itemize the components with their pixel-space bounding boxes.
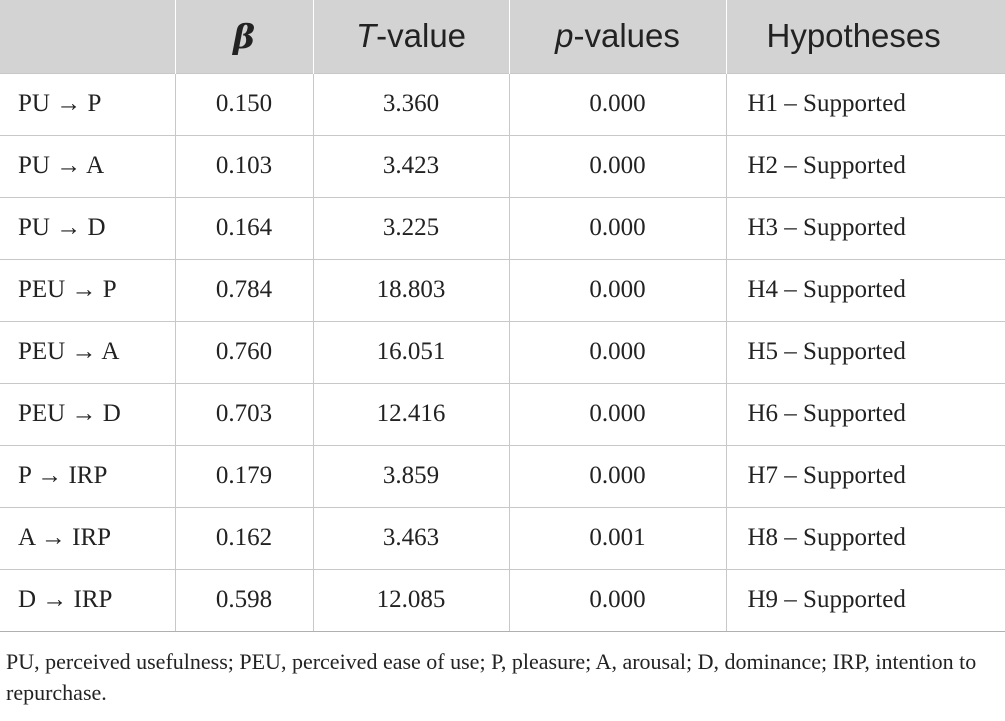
table-row: PU → P 0.150 3.360 0.000 H1 – Supported	[0, 72, 1005, 136]
cell-hypothesis: H3 – Supported	[725, 196, 1005, 260]
table-row: PEU → D 0.703 12.416 0.000 H6 – Supporte…	[0, 382, 1005, 446]
cell-p-value: 0.000	[508, 134, 727, 198]
table-row: P → IRP 0.179 3.859 0.000 H7 – Supported	[0, 444, 1005, 508]
table-row: PEU → A 0.760 16.051 0.000 H5 – Supporte…	[0, 320, 1005, 384]
cell-hypothesis: H7 – Supported	[725, 444, 1005, 508]
cell-t-value: 12.416	[312, 382, 510, 446]
cell-t-value: 3.423	[312, 134, 510, 198]
cell-p-value: 0.000	[508, 382, 727, 446]
cell-path: PU → D	[0, 196, 176, 260]
cell-beta: 0.598	[174, 568, 314, 632]
table-row: PU → D 0.164 3.225 0.000 H3 – Supported	[0, 196, 1005, 260]
table-row: PU → A 0.103 3.423 0.000 H2 – Supported	[0, 134, 1005, 198]
header-p-values-italic: p	[555, 17, 574, 55]
cell-t-value: 3.360	[312, 72, 510, 136]
cell-path: A → IRP	[0, 506, 176, 570]
cell-path: P → IRP	[0, 444, 176, 508]
header-p-values: p-values	[508, 0, 726, 73]
cell-beta: 0.162	[174, 506, 314, 570]
table-header: β T-value p-values Hypotheses	[0, 0, 1005, 73]
cell-path: PEU → P	[0, 258, 176, 322]
cell-hypothesis: H8 – Supported	[725, 506, 1005, 570]
header-beta-label: β	[233, 16, 255, 56]
cell-path: PU → A	[0, 134, 176, 198]
cell-beta: 0.103	[174, 134, 314, 198]
header-row: β T-value p-values Hypotheses	[0, 0, 1005, 73]
table-row: PEU → P 0.784 18.803 0.000 H4 – Supporte…	[0, 258, 1005, 322]
cell-path: PEU → D	[0, 382, 176, 446]
table-body: PU → P 0.150 3.360 0.000 H1 – Supported …	[0, 72, 1005, 632]
cell-p-value: 0.000	[508, 258, 727, 322]
cell-t-value: 3.225	[312, 196, 510, 260]
cell-hypothesis: H9 – Supported	[725, 568, 1005, 632]
cell-t-value: 18.803	[312, 258, 510, 322]
header-t-value-italic: T	[355, 17, 377, 55]
cell-p-value: 0.001	[508, 506, 727, 570]
cell-path: PEU → A	[0, 320, 176, 384]
table-footnote: PU, perceived usefulness; PEU, perceived…	[6, 649, 977, 705]
header-hypotheses: Hypotheses	[725, 0, 1005, 73]
cell-beta: 0.150	[174, 72, 314, 136]
table-row: D → IRP 0.598 12.085 0.000 H9 – Supporte…	[0, 568, 1005, 632]
cell-t-value: 3.463	[312, 506, 510, 570]
cell-beta: 0.703	[174, 382, 314, 446]
header-path	[0, 0, 175, 73]
cell-beta: 0.164	[174, 196, 314, 260]
cell-t-value: 3.859	[312, 444, 510, 508]
results-table: β T-value p-values Hypotheses PU → P 0.1…	[0, 0, 1005, 632]
cell-t-value: 16.051	[312, 320, 510, 384]
cell-beta: 0.760	[174, 320, 314, 384]
cell-hypothesis: H5 – Supported	[725, 320, 1005, 384]
cell-path: D → IRP	[0, 568, 176, 632]
cell-hypothesis: H4 – Supported	[725, 258, 1005, 322]
cell-t-value: 12.085	[312, 568, 510, 632]
cell-hypothesis: H1 – Supported	[725, 72, 1005, 136]
header-t-value-rest: -value	[376, 17, 467, 55]
cell-p-value: 0.000	[508, 196, 727, 260]
header-t-value: T-value	[312, 0, 509, 73]
cell-beta: 0.179	[174, 444, 314, 508]
cell-beta: 0.784	[174, 258, 314, 322]
cell-p-value: 0.000	[508, 320, 727, 384]
table-row: A → IRP 0.162 3.463 0.001 H8 – Supported	[0, 506, 1005, 570]
cell-path: PU → P	[0, 72, 176, 136]
header-p-values-rest: -values	[573, 17, 680, 55]
cell-p-value: 0.000	[508, 444, 727, 508]
cell-p-value: 0.000	[508, 72, 727, 136]
cell-p-value: 0.000	[508, 568, 727, 632]
cell-hypothesis: H2 – Supported	[725, 134, 1005, 198]
header-beta: β	[174, 0, 313, 73]
cell-hypothesis: H6 – Supported	[725, 382, 1005, 446]
